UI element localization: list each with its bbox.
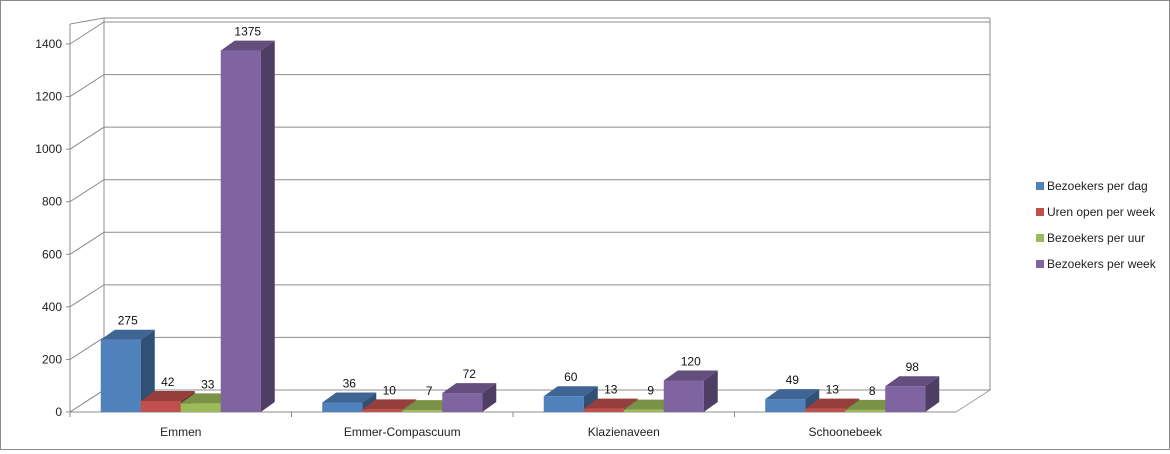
y-tick-label: 800 [42,195,62,209]
data-label: 7 [426,384,433,398]
bar [220,50,261,412]
y-tick-label: 1200 [35,90,62,104]
legend-swatch [1036,208,1044,216]
bar-top [140,390,195,401]
back-wall [104,18,990,390]
data-label: 120 [681,354,701,368]
legend-swatch [1036,234,1044,242]
bar-top [362,399,417,410]
bar [322,402,363,412]
x-tick-label: Schoonebeek [809,425,883,439]
y-tick-label: 1000 [35,142,62,156]
bar-side [482,383,497,412]
bar [180,403,221,412]
x-tick-label: Klazienaveen [588,425,660,439]
data-label: 13 [826,383,840,397]
bar [402,410,443,412]
bar [100,339,141,412]
bar-top [765,389,820,400]
bar [885,386,926,412]
legend-label: Bezoekers per week [1047,257,1157,271]
bar-side [260,40,275,412]
data-label: 1375 [234,25,261,39]
data-label: 98 [906,360,920,374]
bar-top [100,329,155,340]
bar [623,409,664,412]
data-label: 42 [161,375,175,389]
bar-top [663,370,718,381]
data-label: 36 [343,377,357,391]
bar [543,396,584,412]
bar-top [322,392,377,403]
bar [663,380,704,412]
bar [805,408,846,412]
legend-label: Bezoekers per dag [1047,179,1148,193]
y-tick-label: 600 [42,247,62,261]
bar-side [583,386,598,412]
bar [583,408,624,412]
bar-top [442,383,497,394]
data-label: 72 [463,367,477,381]
bar [442,393,483,412]
data-label: 60 [564,370,578,384]
y-axis-line [69,17,105,25]
bar-side [925,376,940,412]
bar [765,399,806,412]
bar-top [583,398,638,409]
data-label: 9 [647,384,654,398]
x-tick-label: Emmen [160,425,201,439]
bar-side [703,370,718,412]
bar-side [140,329,155,412]
bar-top [220,40,275,51]
data-label: 8 [869,384,876,398]
bar-top [805,398,860,409]
y-tick-label: 1400 [35,37,62,51]
y-tick-label: 400 [42,300,62,314]
legend-label: Uren open per week [1047,205,1156,219]
data-label: 49 [786,373,800,387]
data-label: 10 [383,383,397,397]
bar-top [543,386,598,397]
bar [140,400,181,412]
bar [362,409,403,412]
legend-label: Bezoekers per uur [1047,231,1145,245]
legend-swatch [1036,260,1044,268]
y-tick-label: 0 [55,405,62,419]
bar [845,409,886,412]
bar-top [885,376,940,387]
y-tick-label: 200 [42,352,62,366]
data-label: 33 [201,377,215,391]
legend-swatch [1036,182,1044,190]
x-tick-label: Emmer-Compascuum [344,425,461,439]
data-label: 13 [604,383,618,397]
data-label: 275 [118,314,138,328]
